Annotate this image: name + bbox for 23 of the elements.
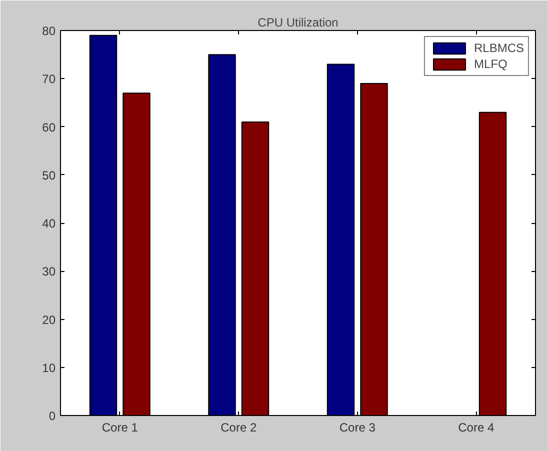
bar [241, 121, 270, 416]
y-tick-label: 10 [42, 360, 56, 375]
chart-title: CPU Utilization [258, 16, 338, 30]
legend-label: MLFQ [474, 57, 508, 71]
bar [208, 54, 236, 416]
bar [122, 92, 150, 416]
bar [89, 34, 118, 416]
bar [326, 64, 355, 416]
y-tick-label: 70 [42, 72, 56, 86]
y-tick-label: 30 [42, 264, 56, 279]
y-tick-label: 50 [42, 168, 56, 182]
y-tick-label: 40 [42, 216, 56, 230]
x-tick-label: Core 4 [458, 420, 494, 434]
bar [478, 112, 507, 416]
y-tick-label: 20 [42, 312, 56, 327]
y-tick-label: 60 [42, 120, 56, 134]
y-tick-label: 0 [48, 409, 56, 423]
x-tick-label: Core 3 [339, 420, 376, 434]
y-tick-label: 80 [42, 24, 56, 38]
bar [360, 82, 388, 416]
x-tick-label: Core 1 [102, 420, 138, 434]
x-tick-label: Core 2 [220, 420, 257, 434]
legend-label: RLBMCS [474, 41, 524, 55]
